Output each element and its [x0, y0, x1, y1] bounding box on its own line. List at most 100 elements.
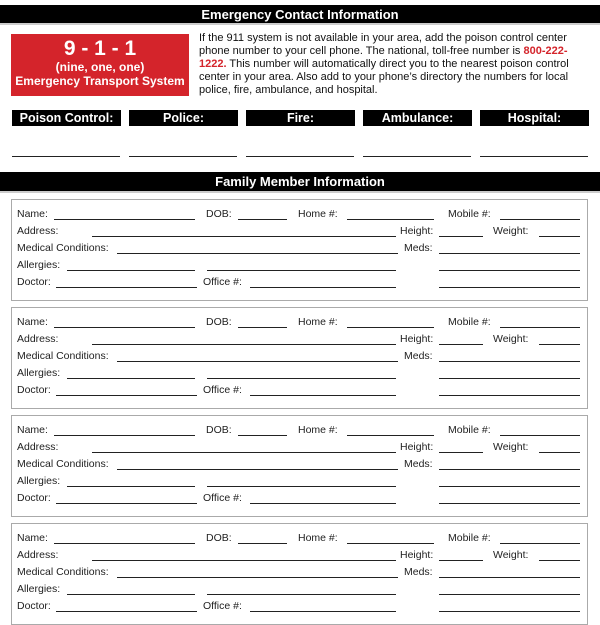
mobile-label: Mobile #:: [448, 208, 491, 220]
contact-field-poison-control[interactable]: [12, 156, 120, 157]
allergies-field[interactable]: [439, 378, 580, 379]
meds-label: Meds:: [404, 566, 433, 578]
name-field[interactable]: [500, 435, 580, 436]
name-field[interactable]: [238, 435, 287, 436]
allergies-label: Allergies:: [17, 367, 61, 379]
address-label: Address:: [17, 549, 59, 561]
doctor-field[interactable]: [56, 611, 197, 612]
name-field[interactable]: [238, 219, 287, 220]
name-field[interactable]: [500, 543, 580, 544]
office-label: Office #:: [203, 276, 242, 288]
name-field[interactable]: [347, 219, 434, 220]
height-label: Height:: [400, 333, 434, 345]
office-label: Office #:: [203, 384, 242, 396]
mobile-label: Mobile #:: [448, 316, 491, 328]
name-label: Name:: [17, 208, 48, 220]
name-field[interactable]: [54, 327, 195, 328]
address-field[interactable]: [439, 236, 483, 237]
medical-field[interactable]: [117, 361, 398, 362]
name-field[interactable]: [238, 327, 287, 328]
emergency-system: Emergency Transport System: [15, 74, 185, 88]
allergies-field[interactable]: [207, 270, 396, 271]
contact-field-ambulance[interactable]: [363, 156, 471, 157]
address-label: Address:: [17, 333, 59, 345]
address-field[interactable]: [439, 560, 483, 561]
name-label: Name:: [17, 424, 48, 436]
doctor-label: Doctor:: [17, 276, 51, 288]
address-field[interactable]: [92, 236, 396, 237]
address-field[interactable]: [539, 560, 580, 561]
medical-field[interactable]: [439, 253, 580, 254]
home-label: Home #:: [298, 424, 338, 436]
allergies-field[interactable]: [67, 594, 195, 595]
doctor-field[interactable]: [439, 395, 580, 396]
doctor-label: Doctor:: [17, 492, 51, 504]
height-label: Height:: [400, 225, 434, 237]
doctor-field[interactable]: [250, 287, 396, 288]
allergies-field[interactable]: [207, 594, 396, 595]
name-field[interactable]: [347, 435, 434, 436]
doctor-field[interactable]: [250, 395, 396, 396]
doctor-field[interactable]: [56, 395, 197, 396]
allergies-field[interactable]: [207, 378, 396, 379]
allergies-field[interactable]: [439, 270, 580, 271]
contact-label-ambulance: Ambulance:: [363, 110, 472, 126]
address-field[interactable]: [539, 452, 580, 453]
doctor-field[interactable]: [439, 611, 580, 612]
dob-label: DOB:: [206, 208, 232, 220]
contact-label-poison-control: Poison Control:: [12, 110, 121, 126]
allergies-field[interactable]: [67, 486, 195, 487]
contact-field-hospital[interactable]: [480, 156, 588, 157]
emergency-number: 9 - 1 - 1: [63, 37, 137, 60]
poison-control-phone: 800-222-1222.: [199, 45, 568, 70]
allergies-field[interactable]: [439, 486, 580, 487]
doctor-field[interactable]: [439, 287, 580, 288]
address-field[interactable]: [439, 344, 483, 345]
allergies-label: Allergies:: [17, 475, 61, 487]
height-label: Height:: [400, 441, 434, 453]
doctor-field[interactable]: [250, 503, 396, 504]
name-field[interactable]: [54, 219, 195, 220]
allergies-field[interactable]: [439, 594, 580, 595]
doctor-field[interactable]: [56, 503, 197, 504]
allergies-field[interactable]: [67, 378, 195, 379]
name-field[interactable]: [500, 327, 580, 328]
name-field[interactable]: [347, 327, 434, 328]
address-field[interactable]: [92, 452, 396, 453]
address-field[interactable]: [539, 236, 580, 237]
address-field[interactable]: [92, 560, 396, 561]
doctor-label: Doctor:: [17, 384, 51, 396]
contact-field-police[interactable]: [129, 156, 237, 157]
medical-field[interactable]: [439, 577, 580, 578]
office-label: Office #:: [203, 600, 242, 612]
dob-label: DOB:: [206, 316, 232, 328]
contact-field-fire[interactable]: [246, 156, 354, 157]
meds-label: Meds:: [404, 350, 433, 362]
medical-label: Medical Conditions:: [17, 566, 109, 578]
medical-field[interactable]: [439, 361, 580, 362]
doctor-field[interactable]: [56, 287, 197, 288]
medical-field[interactable]: [117, 469, 398, 470]
weight-label: Weight:: [493, 441, 529, 453]
name-field[interactable]: [347, 543, 434, 544]
medical-field[interactable]: [117, 577, 398, 578]
dob-label: DOB:: [206, 532, 232, 544]
allergies-field[interactable]: [67, 270, 195, 271]
doctor-field[interactable]: [439, 503, 580, 504]
address-field[interactable]: [92, 344, 396, 345]
address-field[interactable]: [439, 452, 483, 453]
name-field[interactable]: [54, 543, 195, 544]
meds-label: Meds:: [404, 458, 433, 470]
allergies-field[interactable]: [207, 486, 396, 487]
weight-label: Weight:: [493, 225, 529, 237]
address-field[interactable]: [539, 344, 580, 345]
name-field[interactable]: [238, 543, 287, 544]
name-field[interactable]: [500, 219, 580, 220]
medical-field[interactable]: [439, 469, 580, 470]
doctor-field[interactable]: [250, 611, 396, 612]
medical-label: Medical Conditions:: [17, 458, 109, 470]
name-field[interactable]: [54, 435, 195, 436]
info-text: This number will automatically direct yo…: [199, 58, 569, 96]
address-label: Address:: [17, 225, 59, 237]
medical-field[interactable]: [117, 253, 398, 254]
